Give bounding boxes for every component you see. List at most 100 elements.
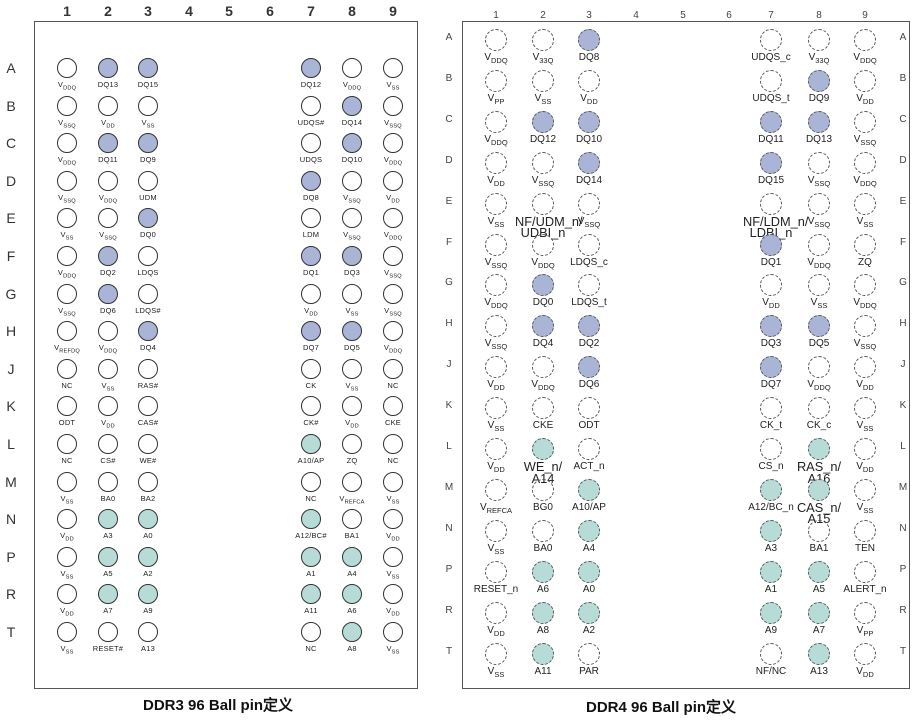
ddr4-row-M-right: M: [898, 481, 908, 493]
ddr3-pin-label-vdd: VDD: [386, 192, 400, 205]
ddr4-row-K: K: [445, 400, 453, 412]
ddr4-title: DDR4 96 Ball pin定义: [586, 699, 737, 716]
ddr4-row-R-right: R: [899, 604, 907, 616]
ddr4-pin-label-zq: ZQ: [858, 256, 872, 268]
ddr4-pin-label-vss: VSS: [810, 297, 828, 311]
ddr4-ball-k3: [578, 397, 600, 420]
ddr3-pin-label-vssq: VSSQ: [58, 117, 76, 130]
ddr4-pin-label-vdd: VDD: [580, 92, 598, 106]
ddr4-ball-r3: [578, 601, 600, 624]
ddr4-ball-k8: [808, 397, 830, 420]
ddr4-pin-label-vdd: VDD: [487, 624, 505, 638]
ddr4-pin-label-reset-n: RESET_n: [473, 583, 519, 595]
ddr3-ball-f8: [342, 246, 362, 266]
ddr3-ball-h7: [301, 321, 321, 342]
ddr3-pin-label-vssq: VSSQ: [384, 117, 402, 130]
ddr3-ball-c8: [342, 133, 362, 154]
ddr3-row-N: N: [5, 511, 17, 528]
ddr4-ball-c3: [578, 110, 600, 133]
ddr3-ball-n1: [57, 509, 77, 530]
ddr3-pin-label-dq4: DQ4: [139, 343, 157, 353]
ddr3-col-8: 8: [348, 3, 356, 19]
ddr4-ball-f1: [485, 233, 507, 256]
ddr4-pin-label-a13: A13: [810, 665, 828, 677]
ddr3-ball-n2: [98, 509, 118, 530]
ddr3-row-J: J: [7, 360, 15, 377]
ddr4-row-R: R: [445, 604, 453, 616]
ddr4-row-N-right: N: [899, 522, 907, 534]
ddr4-row-C: C: [445, 113, 453, 125]
ddr3-ball-p9: [383, 546, 403, 567]
ddr3-pin-label-ldm: LDM: [302, 230, 320, 240]
ddr3-ball-n3: [138, 509, 158, 530]
ddr4-row-C-right: C: [899, 113, 907, 125]
ddr4-pin-label-a6: A6: [536, 583, 550, 595]
ddr4-pin-label-dq1: DQ1: [760, 256, 782, 268]
ddr4-ball-j2: [532, 356, 554, 379]
ddr3-ball-r8: [342, 584, 362, 605]
ddr4-row-G-right: G: [899, 277, 907, 289]
ddr4-pin-label-ba0: BA0: [533, 542, 553, 554]
ddr4-pin-label-vddq: VDDQ: [853, 52, 877, 65]
ddr3-pin-label-odt: ODT: [58, 418, 76, 428]
ddr4-pin-label-vssq: VSSQ: [484, 338, 508, 352]
ddr3-ball-f2: [98, 246, 118, 266]
ddr4-ball-j1: [485, 356, 507, 379]
ddr4-pin-label-vssq: VSSQ: [807, 174, 831, 188]
ddr4-ball-r1: [485, 601, 507, 624]
ddr4-ball-a7: [760, 29, 782, 51]
ddr3-pin-label-ba1: BA1: [344, 531, 360, 541]
ddr4-ball-t9: [854, 642, 876, 665]
ddr3-ball-l7: [301, 434, 321, 454]
ddr4-pin-label-udqs-c: UDQS_c: [751, 52, 791, 63]
ddr4-row-F-right: F: [899, 236, 907, 248]
ddr3-ball-m2: [98, 471, 118, 492]
ddr4-ball-b8: [808, 69, 830, 92]
ddr4-pin-label-act-n: ACT_n: [573, 461, 605, 472]
ddr3-ball-r9: [383, 584, 403, 605]
ddr4-row-F: F: [445, 236, 453, 248]
ddr3-col-3: 3: [144, 3, 152, 19]
ddr4-pin-label-vddq: VDDQ: [484, 52, 508, 65]
ddr3-pin-label-vssq: VSSQ: [384, 305, 402, 318]
ddr4-row-J-right: J: [900, 359, 906, 371]
ddr3-ball-d3: [138, 170, 158, 191]
ddr3-ball-c3: [138, 133, 158, 154]
ddr3-pin-label-ba2: BA2: [140, 493, 156, 503]
ddr4-pin-label-vss: VSS: [534, 92, 552, 106]
ddr3-ball-b3: [138, 95, 158, 116]
ddr3-ball-k3: [138, 396, 158, 417]
ddr3-col-6: 6: [266, 3, 274, 19]
ddr3-ball-h9: [383, 321, 403, 342]
ddr3-ball-d8: [342, 170, 362, 191]
ddr4-pin-label-vddq: VDDQ: [531, 256, 555, 270]
ddr4-ball-e8: [808, 192, 830, 215]
ddr3-pin-label-a8: A8: [347, 644, 357, 653]
ddr3-pin-label-ck: CK#: [303, 418, 319, 428]
ddr4-pin-label-vddq: VDDQ: [853, 174, 877, 188]
ddr3-ball-p8: [342, 546, 362, 567]
ddr3-pin-label-a10-ap: A10/AP: [297, 456, 325, 465]
ddr4-ball-c9: [854, 110, 876, 133]
ddr4-pin-label-dq8: DQ8: [578, 52, 600, 63]
ddr4-pin-label-vddq: VDDQ: [807, 379, 831, 393]
ddr4-pin-label-vdd: VDD: [856, 379, 874, 393]
ddr4-row-H: H: [445, 318, 453, 330]
ddr3-pin-label-vdd: VDD: [101, 117, 115, 130]
ddr4-ball-e7: [760, 192, 782, 215]
ddr3-ball-m7: [301, 471, 321, 492]
ddr4-row-L-right: L: [900, 441, 906, 452]
ddr4-pin-label-nf-ldm-n-ldbi-n: NF/LDM_n/LDBI_n: [743, 213, 809, 241]
ddr3-ball-t7: [301, 622, 321, 642]
ddr3-pin-label-vddq: VDDQ: [57, 155, 77, 167]
ddr4-pin-label-v33q: V33Q: [808, 52, 830, 65]
ddr4-ball-n1: [485, 519, 507, 542]
ddr3-ball-j7: [301, 358, 321, 379]
ddr4-ball-e2: [532, 192, 554, 215]
ddr3-pin-label-nc: NC: [305, 644, 317, 653]
ddr4-ball-h9: [854, 315, 876, 338]
ddr4-ball-l7: [760, 438, 782, 460]
ddr4-pin-label-vddq: VDDQ: [807, 256, 831, 270]
ddr4-row-E: E: [445, 195, 453, 207]
ddr3-pin-label-ras: RAS#: [137, 380, 159, 390]
